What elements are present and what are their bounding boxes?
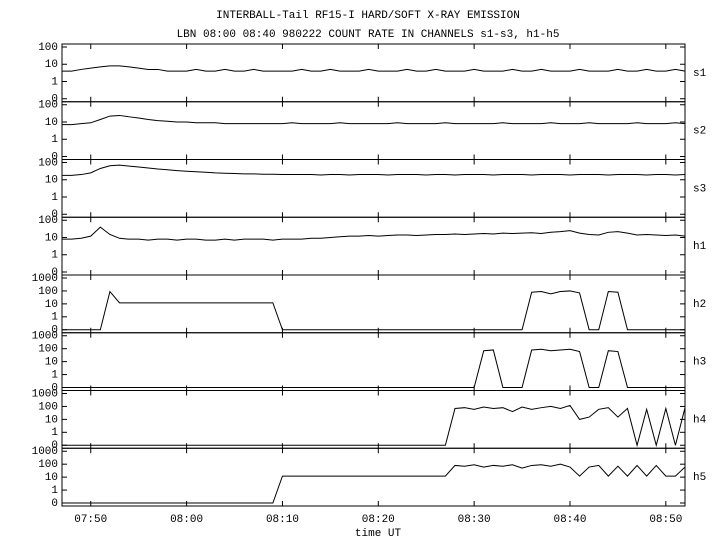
y-tick-label: 100 bbox=[38, 100, 58, 112]
x-tick-label: 08:50 bbox=[649, 514, 682, 526]
panel-frame bbox=[61, 43, 686, 103]
y-tick-label: 1 bbox=[51, 427, 58, 439]
y-tick-label: 100 bbox=[38, 401, 58, 413]
y-tick-label: 100 bbox=[38, 286, 58, 298]
y-tick-label: 0 bbox=[51, 498, 58, 510]
panel-label: s2 bbox=[693, 126, 706, 138]
x-tick-label: 08:10 bbox=[266, 514, 299, 526]
y-tick-label: 0 bbox=[51, 440, 58, 452]
y-tick-label: 1000 bbox=[32, 388, 58, 400]
y-tick-label: 1 bbox=[51, 312, 58, 324]
x-tick-label: 08:40 bbox=[553, 514, 586, 526]
y-tick-label: 100 bbox=[38, 459, 58, 471]
panel-label: s3 bbox=[693, 183, 706, 195]
x-tick-label: 08:20 bbox=[362, 514, 395, 526]
trace bbox=[62, 290, 685, 331]
panel-frame bbox=[61, 159, 686, 218]
y-tick-label: 0 bbox=[51, 94, 58, 106]
panel-frame bbox=[61, 390, 686, 449]
panel-frame bbox=[61, 274, 686, 334]
x-axis-label: time UT bbox=[355, 528, 402, 540]
panel-label: h4 bbox=[693, 414, 707, 426]
y-tick-label: 10 bbox=[45, 175, 58, 187]
x-tick-label: 08:30 bbox=[458, 514, 491, 526]
y-tick-label: 1 bbox=[51, 485, 58, 497]
y-tick-label: 10 bbox=[45, 59, 58, 71]
y-tick-label: 10 bbox=[45, 117, 58, 129]
panel-label: h3 bbox=[693, 357, 706, 369]
y-tick-label: 1000 bbox=[32, 273, 58, 285]
trace bbox=[62, 404, 686, 448]
y-tick-label: 1 bbox=[51, 134, 58, 146]
panel-frame bbox=[61, 216, 686, 276]
x-tick-label: 07:50 bbox=[74, 514, 107, 526]
trace bbox=[62, 114, 686, 126]
panel-label: s1 bbox=[693, 68, 707, 80]
chart-subtitle: LBN 08:00 08:40 980222 COUNT RATE IN CHA… bbox=[177, 29, 560, 41]
y-tick-label: 1000 bbox=[32, 446, 58, 458]
y-tick-label: 10 bbox=[45, 472, 58, 484]
y-tick-label: 100 bbox=[38, 215, 58, 227]
y-tick-label: 10 bbox=[45, 299, 58, 311]
y-tick-label: 10 bbox=[45, 414, 58, 426]
x-tick-label: 08:00 bbox=[170, 514, 203, 526]
y-tick-label: 0 bbox=[51, 382, 58, 394]
y-tick-label: 10 bbox=[45, 357, 58, 369]
trace bbox=[62, 463, 686, 504]
y-tick-label: 1 bbox=[51, 250, 58, 262]
y-tick-label: 0 bbox=[51, 209, 58, 221]
trace bbox=[62, 164, 686, 176]
panel-label: h5 bbox=[693, 472, 706, 484]
y-tick-label: 100 bbox=[38, 157, 58, 169]
y-tick-label: 100 bbox=[38, 344, 58, 356]
y-tick-label: 1 bbox=[51, 76, 58, 88]
chart-title: INTERBALL-Tail RF15-I HARD/SOFT X-RAY EM… bbox=[216, 10, 520, 22]
y-tick-label: 100 bbox=[38, 42, 58, 54]
y-tick-label: 0 bbox=[51, 325, 58, 337]
panel-label: h1 bbox=[693, 241, 707, 253]
y-tick-label: 1 bbox=[51, 192, 58, 204]
y-tick-label: 1000 bbox=[32, 331, 58, 343]
panel-frame bbox=[61, 332, 686, 391]
panel-frame bbox=[61, 101, 686, 160]
panel-label: h2 bbox=[693, 299, 706, 311]
y-tick-label: 0 bbox=[51, 267, 58, 279]
y-tick-label: 10 bbox=[45, 232, 58, 244]
trace bbox=[62, 226, 686, 241]
panel-frame bbox=[61, 447, 686, 507]
y-tick-label: 0 bbox=[51, 151, 58, 163]
trace bbox=[62, 65, 686, 72]
trace bbox=[62, 348, 685, 388]
y-tick-label: 1 bbox=[51, 369, 58, 381]
